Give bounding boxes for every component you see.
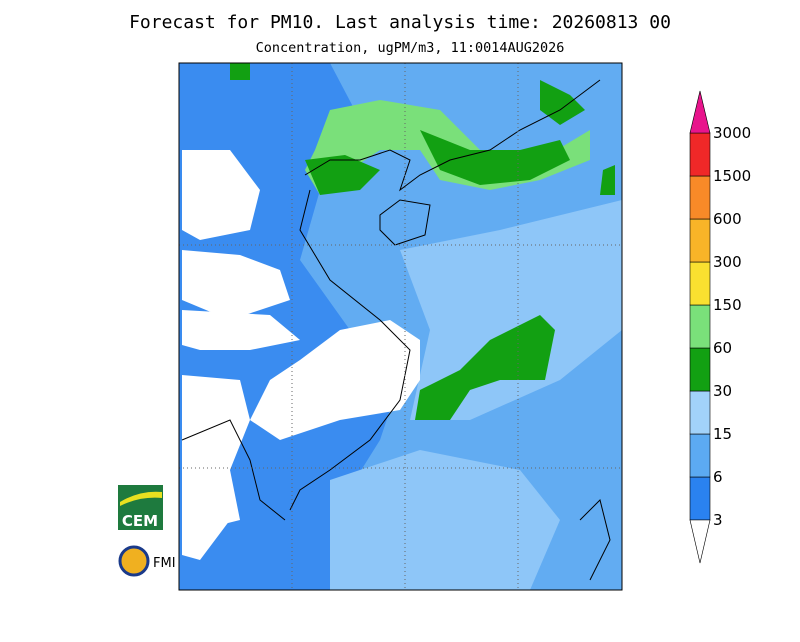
colorbar-segment [689,132,711,177]
colorbar-segment [689,175,711,220]
colorbar-label: 3000 [713,124,751,142]
colorbar-label: 1500 [713,167,751,185]
fmi-logo: FMI [118,545,176,577]
colorbar-segment [689,347,711,392]
colorbar: 3 6 15 30 60 150 300 600 1500 3000 [689,90,751,564]
colorbar-label: 150 [713,296,742,314]
colorbar-label: 6 [713,468,723,486]
colorbar-label: 300 [713,253,742,271]
subtitle: Concentration, ugPM/m3, 11:0014AUG2026 [256,40,565,56]
colorbar-under [689,519,711,564]
title: Forecast for PM10. Last analysis time: 2… [129,12,671,33]
colorbar-segment [689,261,711,306]
colorbar-segment [689,304,711,349]
colorbar-label: 60 [713,339,732,357]
colorbar-label: 15 [713,425,732,443]
colorbar-segment [689,218,711,263]
cem-logo: CEM [118,485,163,530]
fmi-label: FMI [153,556,176,571]
colorbar-label: 3 [713,511,723,529]
colorbar-segment [689,390,711,435]
colorbar-segment [689,433,711,478]
colorbar-label: 30 [713,382,732,400]
colorbar-label: 600 [713,210,742,228]
cem-label: CEM [122,512,158,530]
colorbar-over [689,90,711,134]
colorbar-segment [689,476,711,521]
map [178,62,623,591]
